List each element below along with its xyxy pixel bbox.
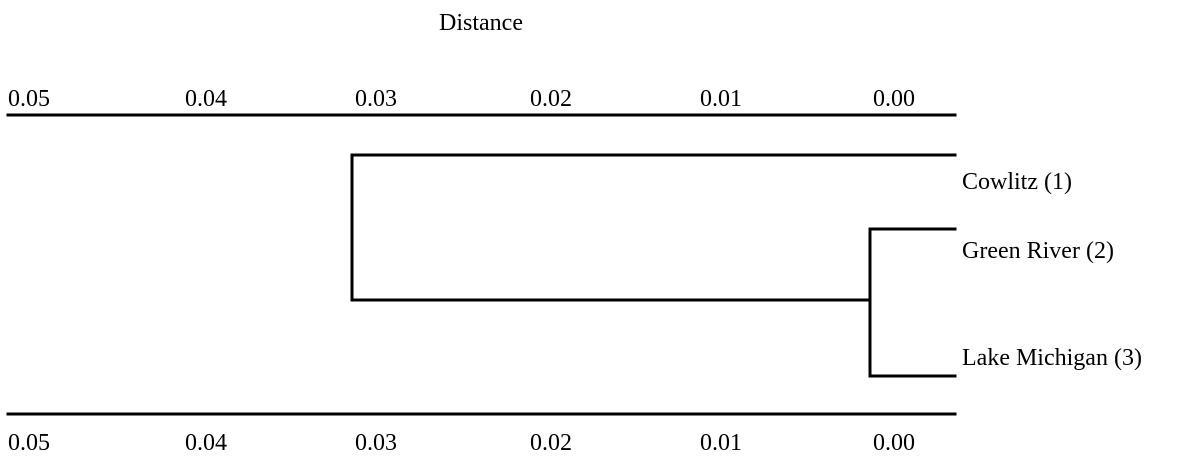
bottom-tick-label: 0.00 [873,430,915,456]
top-tick-label: 0.02 [530,86,572,112]
axis-title: Distance [439,10,523,36]
bottom-tick-label: 0.01 [700,430,742,456]
top-tick-label: 0.04 [185,86,227,112]
branch-green-lake [868,227,957,378]
top-tick-label: 0.00 [873,86,915,112]
leaf-labels: Cowlitz (1) Green River (2) Lake Michiga… [962,169,1142,371]
branch-cowlitz [350,153,957,302]
top-tick-label: 0.05 [8,86,50,112]
bottom-tick-label: 0.04 [185,430,227,456]
bottom-tick-label: 0.03 [355,430,397,456]
bottom-tick-label: 0.02 [530,430,572,456]
top-tick-label: 0.03 [355,86,397,112]
top-tick-label: 0.01 [700,86,742,112]
bottom-tick-label: 0.05 [8,430,50,456]
top-axis: 0.05 0.04 0.03 0.02 0.01 0.00 [6,86,957,117]
leaf-label-cowlitz: Cowlitz (1) [962,169,1072,195]
leaf-label-green-river: Green River (2) [962,238,1114,264]
tree [350,153,957,378]
leaf-label-lake-michigan: Lake Michigan (3) [962,345,1142,371]
bottom-axis: 0.05 0.04 0.03 0.02 0.01 0.00 [6,412,957,456]
